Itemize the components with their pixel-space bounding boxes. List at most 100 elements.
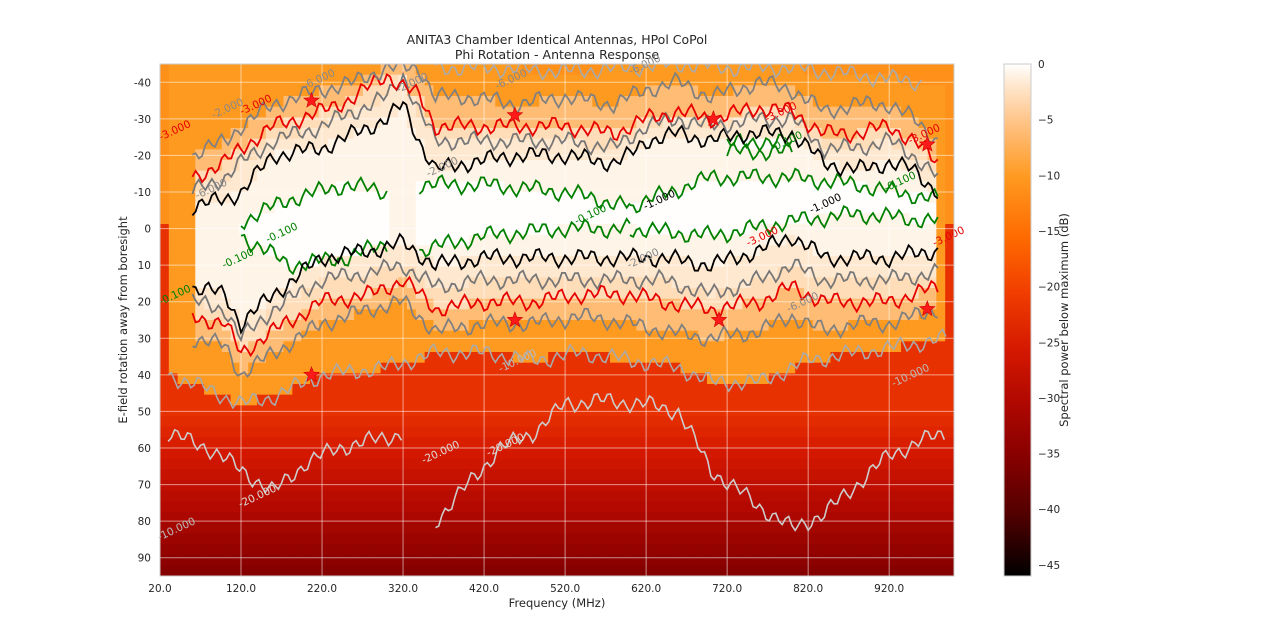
heatmap-cell [936,277,946,289]
heatmap-cell [212,469,223,481]
heatmap-cell [856,448,867,460]
heatmap-cell [168,202,179,214]
heatmap-cell [212,170,223,182]
heatmap-cell [530,490,540,502]
heatmap-cell [548,160,558,172]
heatmap-cell [248,448,258,460]
heatmap-cell [909,448,920,460]
heatmap-cell [512,213,523,225]
heatmap-cell [451,362,461,374]
heatmap-cell [821,288,832,300]
heatmap-cell [768,469,779,481]
heatmap-cell [301,352,311,364]
heatmap-cell [636,458,646,470]
heatmap-cell [212,490,223,502]
heatmap-cell [195,202,205,214]
heatmap-cell [601,266,611,278]
heatmap-cell [345,213,355,225]
heatmap-cell [627,544,637,556]
heatmap-cell [927,448,937,460]
heatmap-cell [883,394,893,406]
heatmap-cell [918,512,929,524]
heatmap-cell [804,490,814,502]
heatmap-cell [477,85,488,97]
heatmap-cell [265,384,276,396]
heatmap-cell [927,533,937,545]
heatmap-cell [627,352,637,364]
heatmap-cell [804,437,814,449]
heatmap-cell [239,458,249,470]
heatmap-cell [821,245,832,257]
heatmap-cell [283,352,293,364]
heatmap-cell [645,320,655,332]
heatmap-cell [345,330,355,342]
heatmap-cell [362,181,373,193]
heatmap-cell [459,170,470,182]
heatmap-cell [239,64,249,76]
heatmap-cell [768,394,779,406]
heatmap-cell [936,480,946,492]
heatmap-cell [698,480,708,492]
heatmap-cell [283,74,293,86]
heatmap-cell [945,128,954,140]
heatmap-cell [618,512,629,524]
heatmap-cell [812,469,823,481]
heatmap-cell [221,277,232,289]
heatmap-cell [627,533,637,545]
heatmap-cell [504,394,514,406]
heatmap-cell [160,85,170,97]
heatmap-cell [795,501,805,513]
heatmap-cell [865,330,876,342]
heatmap-cell [689,490,699,502]
heatmap-cell [786,341,796,353]
heatmap-cell [468,309,479,321]
heatmap-cell [459,330,470,342]
heatmap-cell [248,277,258,289]
heatmap-cell [283,448,293,460]
heatmap-cell [733,394,743,406]
heatmap-cell [327,437,338,449]
heatmap-cell [856,192,867,204]
heatmap-cell [380,234,390,246]
heatmap-cell [433,96,443,108]
heatmap-cell [230,224,240,236]
heatmap-cell [301,138,311,150]
heatmap-cell [424,341,435,353]
heatmap-cell [892,138,902,150]
heatmap-cell [715,64,726,76]
heatmap-cell [892,128,902,140]
heatmap-cell [759,117,770,129]
heatmap-cell [892,352,902,364]
heatmap-cell [821,64,832,76]
heatmap-cell [186,138,196,150]
heatmap-cell [274,170,285,182]
heatmap-cell [671,256,682,268]
heatmap-cell [662,160,673,172]
heatmap-cell [292,277,302,289]
heatmap-cell [892,106,902,118]
heatmap-cell [327,416,338,428]
heatmap-cell [204,352,214,364]
heatmap-cell [468,202,479,214]
heatmap-cell [592,426,602,438]
heatmap-cell [292,298,302,310]
heatmap-cell [830,469,840,481]
heatmap-cell [309,416,320,428]
heatmap-cell [265,522,276,534]
heatmap-cell [345,85,355,97]
heatmap-cell [662,96,673,108]
heatmap-cell [195,213,205,225]
heatmap-cell [751,490,761,502]
heatmap-cell [706,320,717,332]
heatmap-cell [645,74,655,86]
heatmap-cell [936,245,946,257]
heatmap-cell [662,64,673,76]
heatmap-cell [565,341,576,353]
heatmap-cell [354,480,364,492]
heatmap-cell [848,384,858,396]
heatmap-cell [204,416,214,428]
heatmap-cell [389,426,399,438]
heatmap-cell [512,554,523,566]
heatmap-cell [768,330,779,342]
heatmap-cell [689,170,699,182]
